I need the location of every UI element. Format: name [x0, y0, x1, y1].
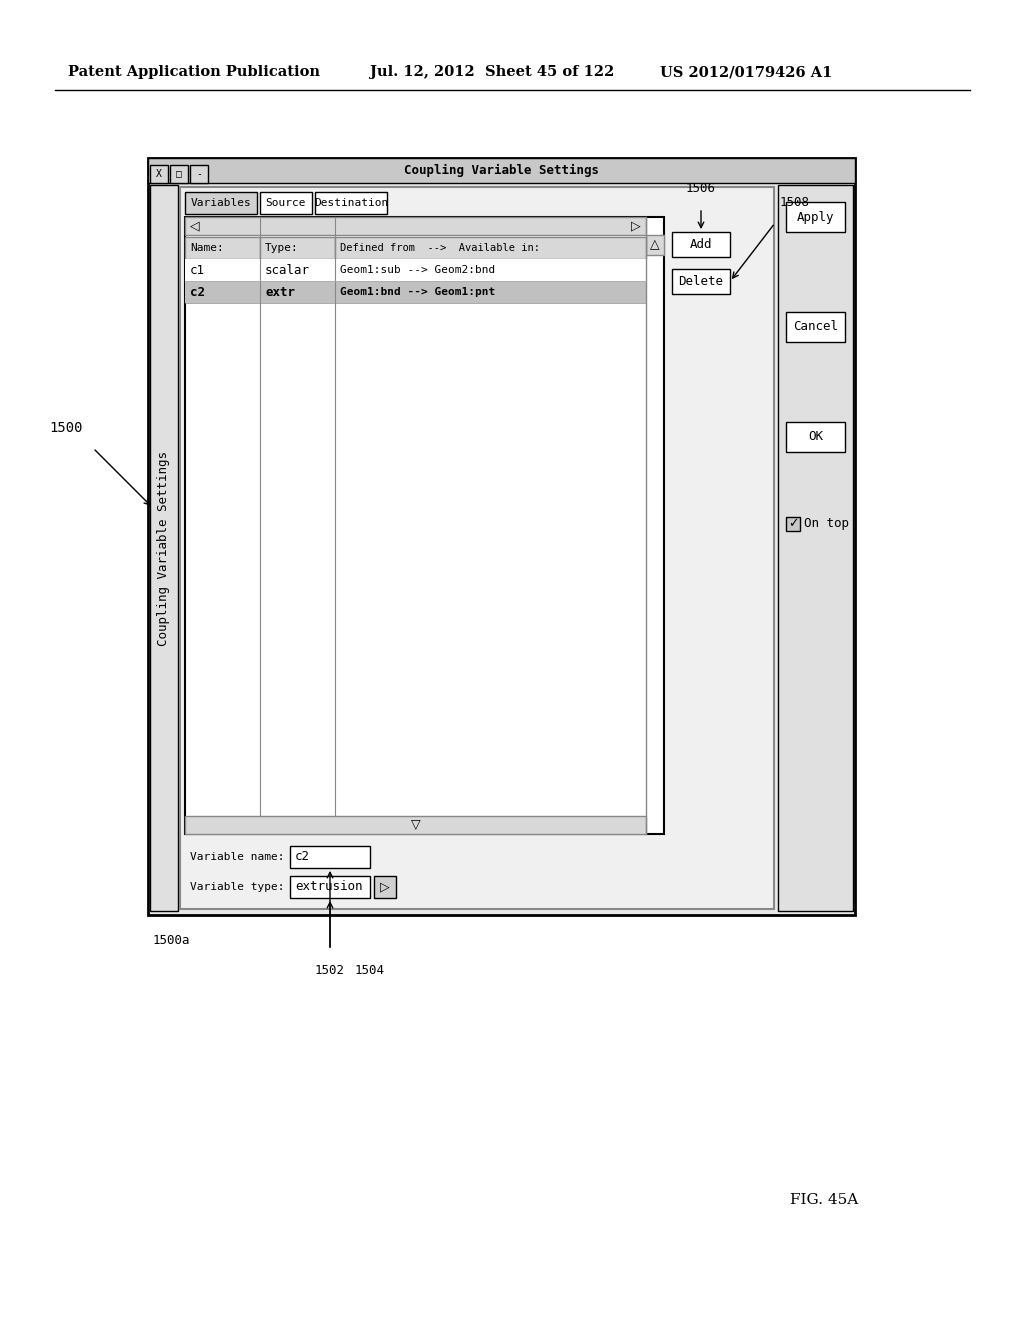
Text: ▷: ▷: [380, 880, 390, 894]
Text: ◁: ◁: [190, 219, 200, 232]
Bar: [374, 876, 396, 898]
Text: 1502: 1502: [315, 964, 345, 977]
Text: Apply: Apply: [797, 210, 835, 223]
Bar: [148, 158, 855, 183]
Text: ✓: ✓: [787, 517, 799, 531]
Text: scalar: scalar: [265, 264, 310, 276]
Bar: [646, 235, 664, 255]
Text: Type:: Type:: [265, 243, 299, 253]
Text: On top: On top: [804, 517, 849, 531]
Bar: [150, 165, 168, 183]
Text: c2: c2: [190, 285, 205, 298]
Bar: [260, 238, 335, 259]
Bar: [150, 185, 178, 911]
Bar: [185, 191, 257, 214]
Bar: [170, 165, 188, 183]
Text: US 2012/0179426 A1: US 2012/0179426 A1: [660, 65, 833, 79]
Text: 1508: 1508: [780, 197, 810, 210]
Bar: [185, 216, 646, 235]
Bar: [315, 191, 387, 214]
Text: 1504: 1504: [355, 964, 385, 977]
Text: Geom1:bnd --> Geom1:pnt: Geom1:bnd --> Geom1:pnt: [340, 286, 496, 297]
Text: Jul. 12, 2012  Sheet 45 of 122: Jul. 12, 2012 Sheet 45 of 122: [370, 65, 614, 79]
Text: FIG. 45A: FIG. 45A: [790, 1193, 858, 1206]
Bar: [786, 202, 845, 232]
Bar: [148, 158, 855, 915]
Bar: [190, 165, 208, 183]
Bar: [786, 422, 845, 451]
Bar: [778, 185, 853, 911]
Text: Source: Source: [266, 198, 306, 209]
Text: 1500a: 1500a: [153, 933, 190, 946]
Text: X: X: [156, 169, 162, 180]
Bar: [290, 846, 370, 869]
Text: c2: c2: [295, 850, 310, 863]
Bar: [290, 876, 370, 898]
Text: Patent Application Publication: Patent Application Publication: [68, 65, 319, 79]
Text: Geom1:sub --> Geom2:bnd: Geom1:sub --> Geom2:bnd: [340, 265, 496, 275]
Text: Destination: Destination: [314, 198, 388, 209]
Text: Add: Add: [690, 238, 713, 251]
Text: Variable type:: Variable type:: [190, 882, 285, 892]
Text: Name:: Name:: [190, 243, 224, 253]
Text: OK: OK: [808, 430, 823, 444]
Text: Variable name:: Variable name:: [190, 851, 285, 862]
Text: 1506: 1506: [686, 181, 716, 194]
Text: Cancel: Cancel: [793, 321, 838, 334]
Bar: [672, 232, 730, 257]
Bar: [180, 187, 774, 909]
Bar: [260, 191, 312, 214]
Text: Variables: Variables: [190, 198, 251, 209]
Bar: [185, 816, 646, 834]
Text: ▷: ▷: [631, 219, 641, 232]
Text: Coupling Variable Settings: Coupling Variable Settings: [404, 164, 599, 177]
Text: △: △: [650, 239, 659, 252]
Text: extr: extr: [265, 285, 295, 298]
Bar: [786, 312, 845, 342]
Text: -: -: [196, 169, 202, 180]
Text: Defined from  -->  Available in:: Defined from --> Available in:: [340, 243, 540, 253]
Bar: [185, 281, 646, 304]
Text: Coupling Variable Settings: Coupling Variable Settings: [158, 451, 171, 647]
Bar: [185, 259, 646, 281]
Text: 1500: 1500: [49, 421, 83, 436]
Text: c1: c1: [190, 264, 205, 276]
Bar: [185, 216, 664, 834]
Text: □: □: [176, 169, 182, 180]
Text: ▽: ▽: [411, 818, 420, 832]
Text: extrusion: extrusion: [295, 880, 362, 894]
Bar: [185, 238, 260, 259]
Bar: [786, 517, 800, 531]
Bar: [335, 238, 646, 259]
Text: Delete: Delete: [679, 275, 724, 288]
Bar: [672, 269, 730, 294]
